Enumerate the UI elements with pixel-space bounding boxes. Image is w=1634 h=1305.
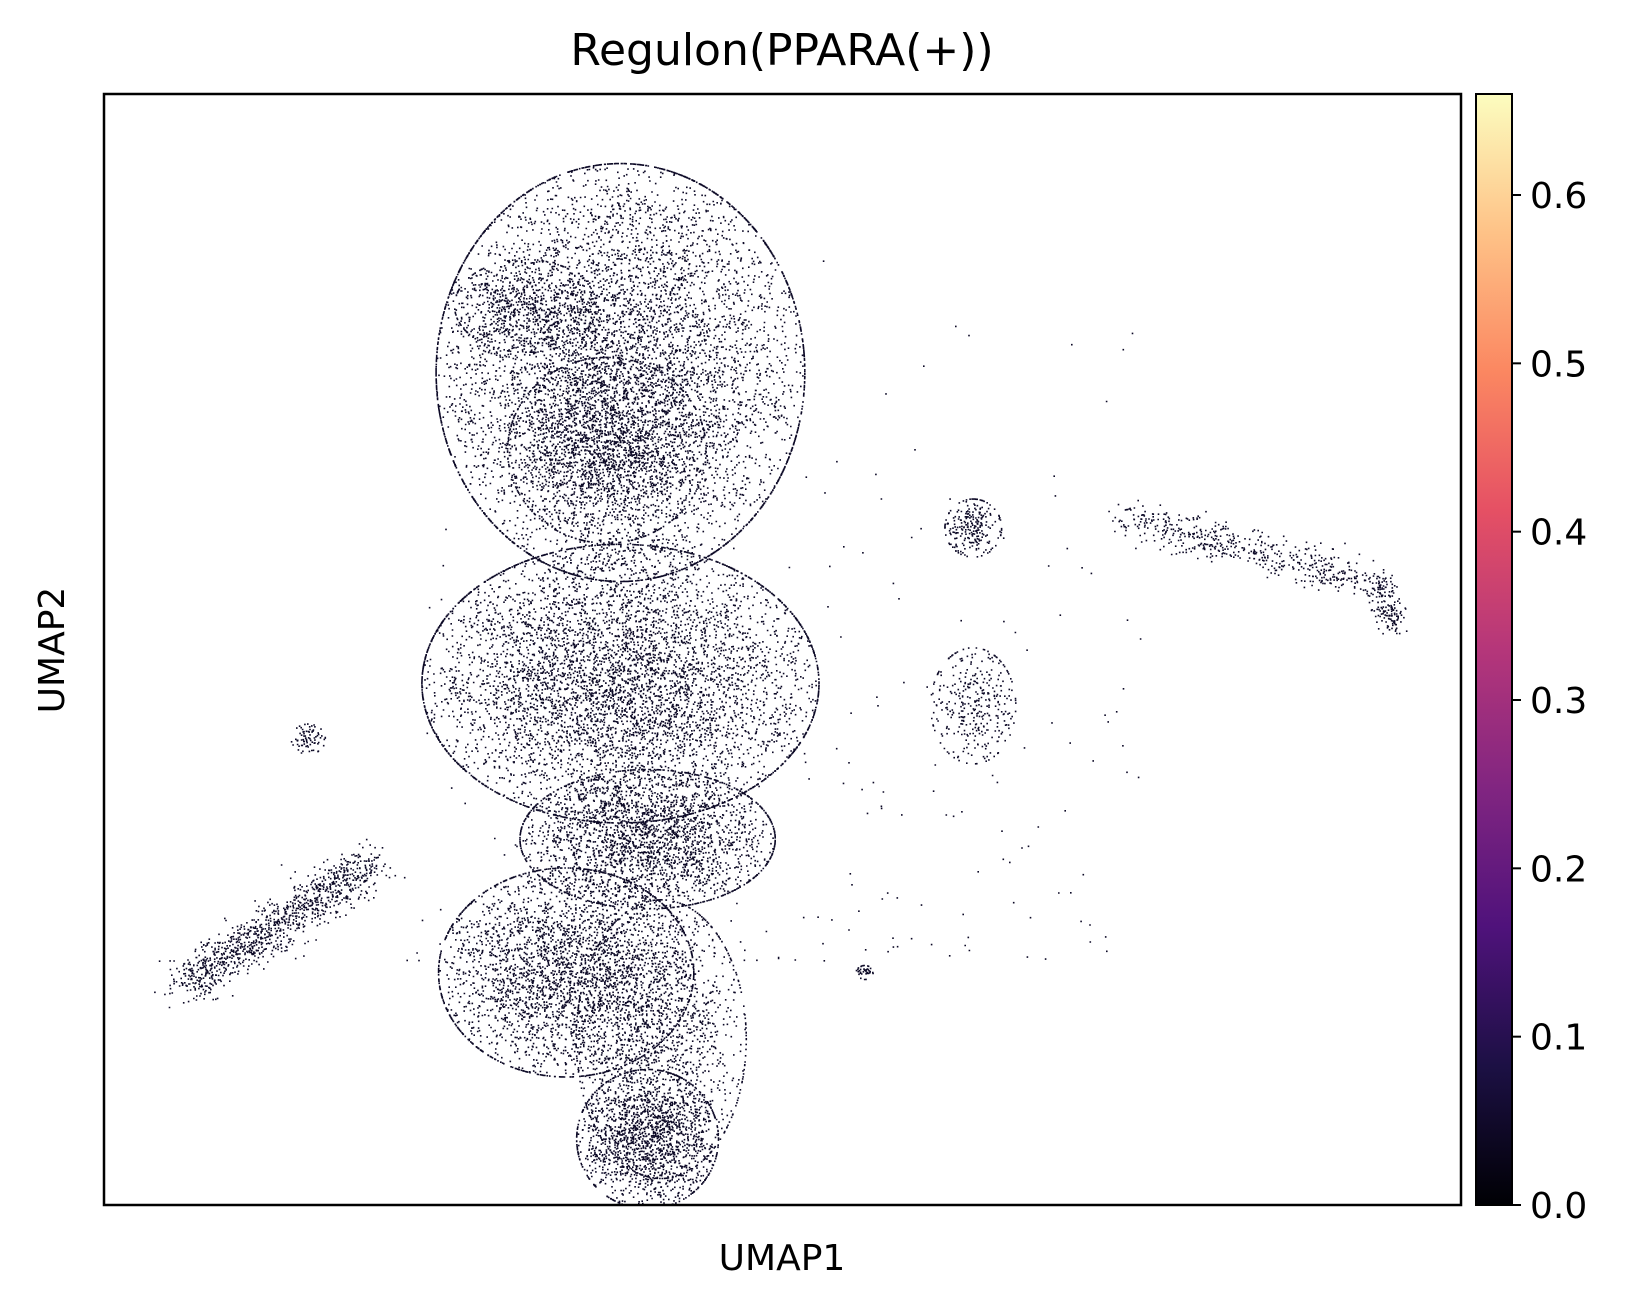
chart-title: Regulon(PPARA(+)) (570, 25, 993, 76)
plot-frame (102, 92, 1463, 1207)
scatter-point-cloud (154, 162, 1408, 1205)
colorbar-ticks: 0.0 0.1 0.2 0.3 0.4 0.5 0.6 (1512, 176, 1587, 1227)
colorbar-tick-label: 0.0 (1530, 1186, 1587, 1227)
colorbar-tick-label: 0.4 (1530, 513, 1587, 554)
colorbar-tick-label: 0.2 (1530, 849, 1587, 890)
x-axis-label: UMAP1 (719, 1238, 846, 1279)
y-axis-label: UMAP2 (32, 587, 73, 714)
colorbar-tick-label: 0.6 (1530, 176, 1587, 217)
colorbar (1475, 93, 1513, 1206)
colorbar-tick-label: 0.5 (1530, 344, 1587, 385)
scatter-points (154, 162, 1408, 1205)
colorbar-tick-label: 0.1 (1530, 1018, 1587, 1059)
colorbar-tick-label: 0.3 (1530, 681, 1587, 722)
